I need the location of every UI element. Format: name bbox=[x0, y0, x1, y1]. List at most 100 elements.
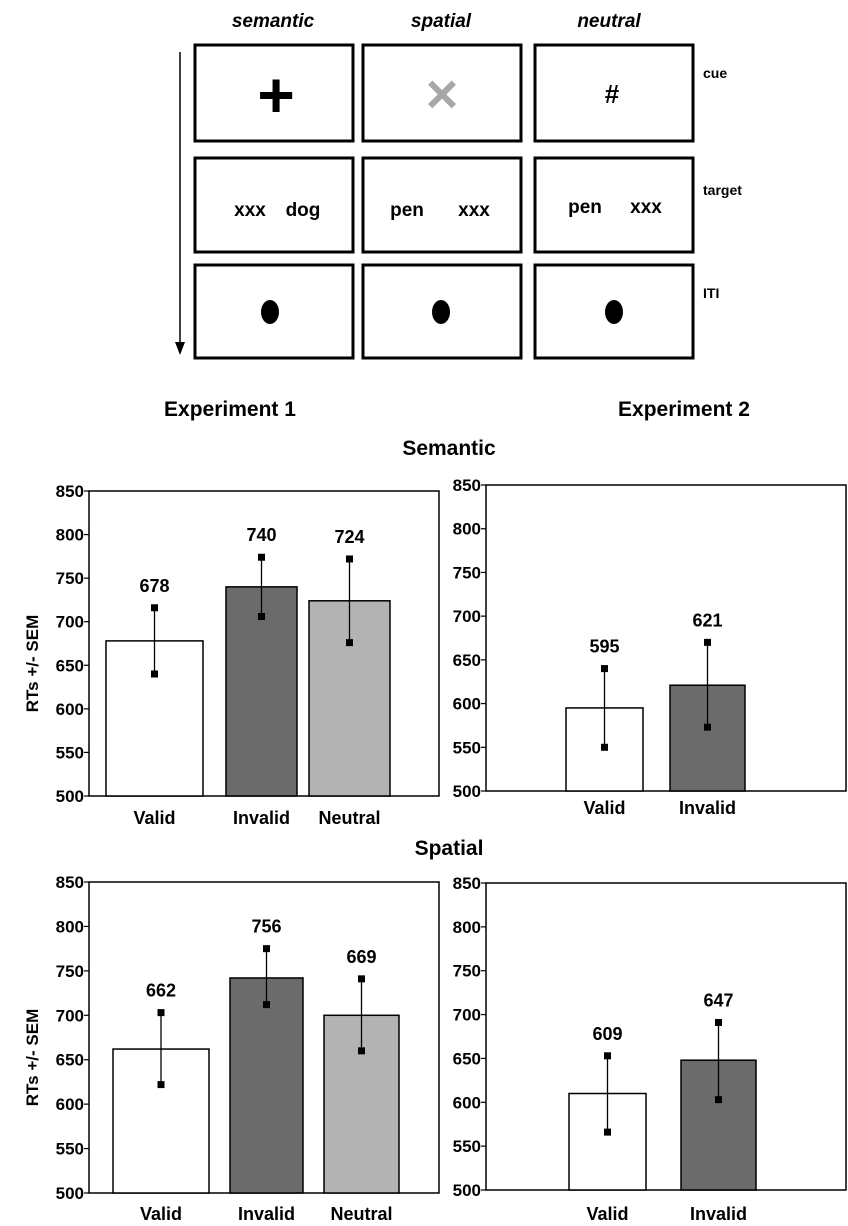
error-bar-cap-low bbox=[715, 1096, 722, 1104]
data-label: 621 bbox=[692, 610, 722, 630]
chart-spatial-experiment-1: 500 550 600 650 700 750 800 850 RTs +/- SEM 662 Va… bbox=[23, 873, 440, 1224]
y-tick-label: 550 bbox=[56, 1140, 84, 1159]
error-bar-cap-low bbox=[157, 1081, 165, 1089]
y-tick-label: 750 bbox=[56, 962, 84, 981]
y-tick-label: 600 bbox=[56, 700, 84, 719]
bar-invalid bbox=[225, 586, 298, 797]
data-label: 740 bbox=[246, 525, 276, 545]
y-tick-label: 800 bbox=[453, 918, 481, 937]
category-label: Valid bbox=[133, 808, 175, 828]
data-label: 756 bbox=[251, 917, 281, 937]
y-tick-label: 550 bbox=[56, 743, 84, 762]
y-tick-label: 850 bbox=[56, 482, 84, 501]
y-tick-label: 800 bbox=[56, 917, 84, 936]
category-label: Valid bbox=[583, 798, 625, 818]
data-label: 609 bbox=[592, 1024, 622, 1044]
y-tick-label: 500 bbox=[56, 1184, 84, 1203]
y-tick-label: 800 bbox=[453, 520, 481, 539]
error-bar-cap-low bbox=[151, 670, 158, 678]
y-tick-label: 650 bbox=[453, 651, 481, 670]
plus-cue-icon: + bbox=[257, 59, 294, 131]
error-bar-cap-high bbox=[258, 553, 265, 561]
data-label: 678 bbox=[139, 576, 169, 596]
y-tick-label: 850 bbox=[453, 874, 481, 893]
target-word-right: xxx bbox=[458, 200, 490, 221]
condition-label-neutral: neutral bbox=[577, 11, 641, 32]
y-tick-label: 700 bbox=[56, 1006, 84, 1025]
error-bar-cap-low bbox=[601, 743, 608, 751]
error-bar-cap-low bbox=[258, 612, 265, 620]
condition-label-semantic: semantic bbox=[232, 11, 315, 32]
target-word-left: pen bbox=[568, 197, 602, 218]
y-tick-label: 850 bbox=[56, 873, 84, 892]
y-tick-label: 500 bbox=[453, 1181, 481, 1200]
error-bar-cap-high bbox=[715, 1018, 722, 1026]
error-bar-cap-low bbox=[263, 1001, 270, 1009]
target-word-left: xxx bbox=[234, 200, 266, 221]
category-label: Neutral bbox=[318, 808, 380, 828]
fixation-dot-icon bbox=[605, 300, 623, 324]
y-tick-label: 800 bbox=[56, 526, 84, 545]
y-tick-label: 550 bbox=[453, 1137, 481, 1156]
y-tick-label: 650 bbox=[56, 1051, 84, 1070]
y-tick-label: 500 bbox=[56, 787, 84, 806]
error-bar-cap-high bbox=[604, 1052, 611, 1060]
category-label: Invalid bbox=[233, 808, 290, 828]
row-label-cue: cue bbox=[703, 65, 727, 81]
error-bar-cap-high bbox=[601, 665, 608, 673]
y-tick-label: 700 bbox=[453, 1006, 481, 1025]
data-label: 669 bbox=[346, 947, 376, 967]
experiment-1-title: Experiment 1 bbox=[164, 398, 296, 421]
error-bar-cap-low bbox=[346, 639, 353, 647]
y-tick-label: 850 bbox=[453, 476, 481, 495]
y-tick-label: 650 bbox=[56, 656, 84, 675]
category-label: Invalid bbox=[679, 798, 736, 818]
data-label: 724 bbox=[334, 527, 364, 547]
target-word-right: xxx bbox=[630, 197, 662, 218]
cue-box-spatial bbox=[361, 43, 523, 143]
plot-frame bbox=[485, 882, 847, 1191]
paradigm-diagram: semantic spatial neutral + × # cue xxx d… bbox=[175, 11, 742, 360]
category-label: Valid bbox=[586, 1204, 628, 1224]
data-label: 595 bbox=[589, 637, 619, 657]
chart-spatial-experiment-2: 500 550 600 650 700 750 800 850 609 Valid 647 Inval… bbox=[453, 874, 847, 1224]
experiment-2-title: Experiment 2 bbox=[618, 398, 750, 421]
fixation-dot-icon bbox=[261, 300, 279, 324]
error-bar-cap-low bbox=[604, 1128, 611, 1136]
category-label: Valid bbox=[140, 1204, 182, 1224]
y-axis-title: RTs +/- SEM bbox=[23, 615, 42, 712]
target-box-semantic bbox=[193, 156, 355, 254]
row-label-iti: ITI bbox=[703, 285, 719, 301]
target-box-spatial bbox=[361, 156, 523, 254]
y-tick-label: 600 bbox=[453, 1093, 481, 1112]
bar-invalid bbox=[229, 977, 304, 1194]
y-tick-label: 600 bbox=[453, 695, 481, 714]
target-word-right: dog bbox=[286, 200, 321, 221]
data-label: 662 bbox=[146, 981, 176, 1001]
y-tick-label: 550 bbox=[453, 738, 481, 757]
y-tick-label: 700 bbox=[453, 607, 481, 626]
category-label: Invalid bbox=[238, 1204, 295, 1224]
section-title-semantic: Semantic bbox=[402, 437, 496, 460]
plot-frame bbox=[485, 484, 847, 792]
error-bar-cap-high bbox=[346, 555, 353, 563]
error-bar-cap-high bbox=[704, 638, 711, 646]
error-bar-cap-low bbox=[358, 1047, 365, 1055]
target-box-neutral bbox=[533, 156, 695, 254]
y-tick-label: 750 bbox=[56, 569, 84, 588]
error-bar-cap-high bbox=[358, 975, 365, 983]
category-label: Neutral bbox=[330, 1204, 392, 1224]
y-axis-title: RTs +/- SEM bbox=[23, 1009, 42, 1106]
error-bar-cap-high bbox=[151, 604, 158, 612]
fixation-dot-icon bbox=[432, 300, 450, 324]
chart-semantic-experiment-1: 500 550 600 650 700 750 800 850 RTs +/- SEM 678 Va… bbox=[23, 482, 440, 828]
cross-cue-icon: × bbox=[426, 62, 459, 125]
data-label: 647 bbox=[703, 990, 733, 1010]
error-bar-cap-high bbox=[263, 945, 270, 953]
y-tick-label: 750 bbox=[453, 962, 481, 981]
error-bar-cap-high bbox=[157, 1009, 165, 1017]
row-label-target: target bbox=[703, 182, 742, 198]
chart-semantic-experiment-2: 500 550 600 650 700 750 800 850 595 Valid 621 Inval… bbox=[453, 476, 847, 818]
y-tick-label: 750 bbox=[453, 563, 481, 582]
